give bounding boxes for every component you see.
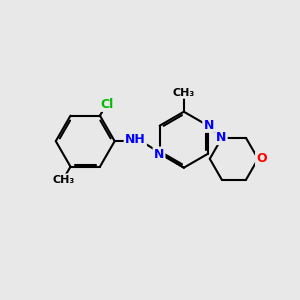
Text: O: O	[256, 152, 267, 165]
Text: N: N	[203, 118, 214, 132]
Text: N: N	[154, 148, 164, 161]
Text: Cl: Cl	[100, 98, 113, 111]
Text: CH₃: CH₃	[53, 175, 75, 184]
Text: NH: NH	[125, 133, 146, 146]
Text: N: N	[216, 131, 226, 144]
Text: CH₃: CH₃	[173, 88, 195, 98]
